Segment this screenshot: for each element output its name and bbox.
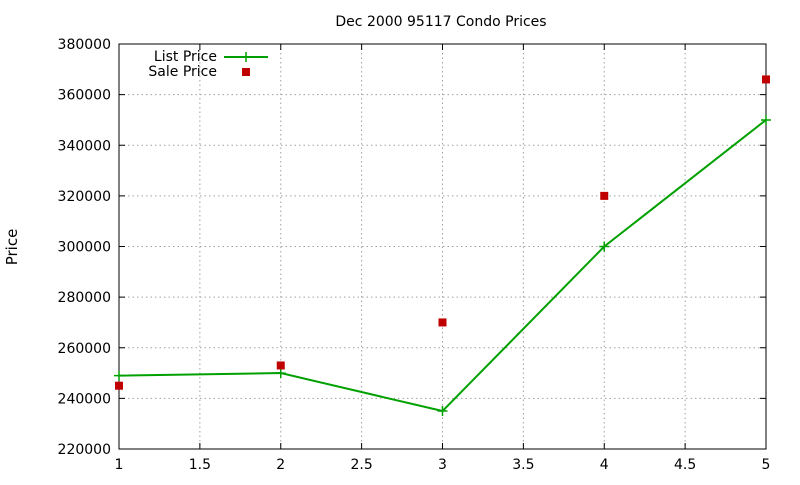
x-tick-label: 2.5 — [350, 457, 372, 473]
legend-label-sale-price: Sale Price — [148, 64, 217, 80]
x-tick-label: 4 — [600, 457, 609, 473]
data-point-sale-price — [276, 361, 285, 370]
y-tick-label: 360000 — [58, 88, 111, 104]
grid-layer — [119, 44, 766, 449]
chart-title: Dec 2000 95117 Condo Prices — [335, 14, 546, 30]
data-point-list-price — [761, 114, 771, 125]
legend-label-list-price: List Price — [154, 49, 217, 65]
y-tick-label: 320000 — [58, 189, 111, 205]
y-tick-label: 260000 — [58, 341, 111, 357]
legend: List Price Sale Price — [148, 49, 268, 80]
y-tick-label: 280000 — [58, 290, 111, 306]
data-point-list-price — [114, 370, 124, 381]
y-tick-label: 380000 — [58, 37, 111, 53]
legend-marker-sale-price — [242, 68, 250, 76]
x-tick-label: 3 — [438, 457, 447, 473]
data-point-sale-price — [762, 75, 770, 84]
ticks-layer: 1 1.5 2 2.5 3 3.5 4 4.5 5 220000 240000 260000 28000… — [58, 37, 771, 473]
series-layer — [114, 75, 771, 417]
y-tick-label: 340000 — [58, 138, 111, 154]
data-point-list-price — [275, 368, 286, 379]
x-tick-label: 3.5 — [512, 457, 534, 473]
y-tick-label: 220000 — [58, 442, 111, 458]
x-tick-label: 1 — [115, 457, 124, 473]
y-tick-label: 240000 — [58, 391, 111, 407]
data-point-list-price — [599, 241, 610, 252]
x-tick-label: 4.5 — [674, 457, 696, 473]
y-tick-label: 300000 — [58, 240, 111, 256]
x-tick-label: 1.5 — [189, 457, 211, 473]
data-point-sale-price — [600, 191, 609, 200]
legend-marker-list-price — [241, 52, 251, 62]
y-axis-label: Price — [3, 229, 21, 266]
data-point-list-price — [437, 406, 448, 417]
data-point-sale-price — [438, 318, 447, 327]
x-tick-label: 5 — [762, 457, 771, 473]
data-point-sale-price — [115, 381, 123, 390]
x-tick-label: 2 — [276, 457, 285, 473]
